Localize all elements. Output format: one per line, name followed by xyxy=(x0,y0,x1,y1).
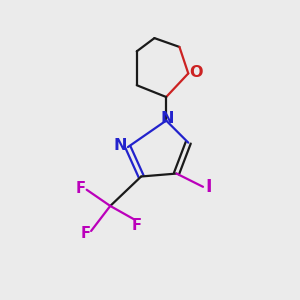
Text: I: I xyxy=(205,178,212,196)
Text: N: N xyxy=(114,138,127,153)
Text: F: F xyxy=(80,226,90,242)
Text: F: F xyxy=(75,181,85,196)
Text: O: O xyxy=(189,65,202,80)
Text: N: N xyxy=(160,111,173,126)
Text: F: F xyxy=(132,218,142,233)
